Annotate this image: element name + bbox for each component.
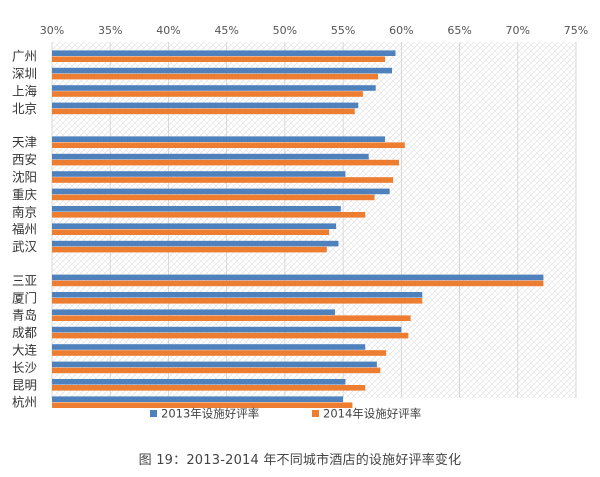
category-label: 厦门 [12, 290, 37, 305]
bar-2013 [52, 50, 396, 56]
legend-label: 2014年设施好评率 [323, 407, 421, 421]
gridlines [51, 42, 577, 398]
bar-2014 [52, 298, 423, 304]
x-tick-label: 45% [214, 24, 238, 37]
bar-2013 [52, 292, 423, 298]
bar-2014 [52, 367, 381, 374]
category-label: 重庆 [12, 187, 38, 202]
bar-2014 [52, 280, 544, 287]
legend: 2013年设施好评率 2014年设施好评率 [150, 407, 421, 421]
category-label: 沈阳 [12, 170, 37, 185]
bar-2013 [52, 206, 341, 212]
category-label: 昆明 [12, 377, 37, 392]
bar-2013 [52, 240, 339, 247]
legend-swatch [150, 410, 157, 417]
bar-2013 [52, 223, 337, 229]
bar-2014 [52, 108, 355, 115]
bar-2014 [52, 73, 379, 80]
category-label: 北京 [12, 101, 37, 116]
bar-2013 [52, 379, 346, 385]
bar-2014 [52, 332, 409, 339]
x-tick-label: 40% [156, 24, 180, 37]
bar-2013 [52, 102, 359, 109]
bar-2014 [52, 315, 411, 321]
category-label: 长沙 [12, 360, 38, 375]
bar-2013 [52, 85, 376, 91]
category-label: 南京 [12, 204, 37, 219]
bar-2014 [52, 177, 394, 183]
category-label: 西安 [12, 152, 37, 167]
category-label: 天津 [12, 135, 37, 150]
bar-2013 [52, 153, 369, 160]
bar-2013 [52, 326, 402, 333]
x-tick-label: 60% [389, 24, 413, 37]
bar-2014 [52, 350, 387, 356]
legend-label: 2013年设施好评率 [161, 407, 259, 421]
x-tick-label: 75% [564, 24, 588, 37]
bar-2014 [52, 91, 363, 97]
bar-2013 [52, 188, 390, 195]
x-tick-label: 65% [447, 24, 471, 37]
bar-2014 [52, 142, 405, 148]
bar-2014 [52, 56, 386, 62]
bar-2013 [52, 309, 335, 315]
legend-swatch [312, 410, 319, 417]
bar-2013 [52, 171, 346, 177]
x-tick-label: 55% [331, 24, 355, 37]
plot-area-background [52, 42, 576, 398]
x-tick-label: 70% [506, 24, 530, 37]
category-label: 大连 [12, 343, 38, 358]
bar-2013 [52, 344, 366, 350]
x-axis-ticks: 30% 35% 40% 45% 50% 55% 60% 65% 70% 75% [40, 24, 588, 37]
bar-2014 [52, 212, 366, 218]
category-label: 武汉 [12, 239, 38, 254]
bar-2014 [52, 229, 330, 235]
category-label: 杭州 [12, 395, 37, 410]
x-tick-label: 35% [98, 24, 122, 37]
figure-caption: 图 19：2013-2014 年不同城市酒店的设施好评率变化 [138, 453, 462, 468]
category-label: 成都 [12, 325, 38, 340]
category-label: 三亚 [12, 273, 37, 288]
category-label: 青岛 [12, 308, 37, 323]
bar-2014 [52, 402, 353, 408]
bar-2013 [52, 67, 393, 74]
category-label: 广州 [12, 49, 37, 64]
category-label: 上海 [12, 84, 38, 99]
bar-2013 [52, 396, 344, 402]
category-label: 深圳 [12, 66, 37, 81]
bar-2013 [52, 361, 377, 368]
bar-2013 [52, 274, 544, 281]
category-label: 福州 [12, 222, 37, 237]
bar-2014 [52, 194, 375, 201]
bar-2013 [52, 136, 386, 142]
bar-2014 [52, 159, 400, 166]
bar-2014 [52, 246, 327, 253]
bar-2014 [52, 385, 366, 391]
bar-chart: 30% 35% 40% 45% 50% 55% 60% 65% 70% 75% 广州深圳上海北京天… [12, 24, 588, 421]
x-tick-label: 30% [40, 24, 64, 37]
x-tick-label: 50% [273, 24, 297, 37]
bars [52, 50, 544, 408]
